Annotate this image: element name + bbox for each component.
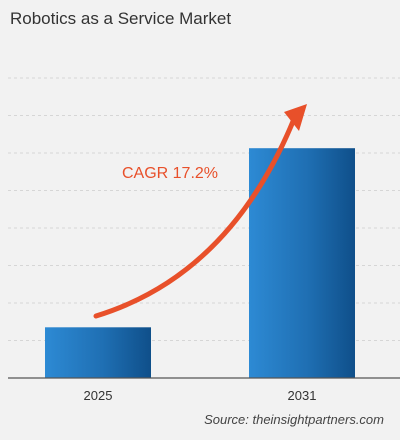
x-tick-label: 2025 <box>84 388 113 403</box>
cagr-arrow: CAGR 17.2% <box>93 104 307 319</box>
cagr-label: CAGR 17.2% <box>122 165 218 182</box>
chart-title: Robotics as a Service Market <box>10 9 232 28</box>
source-note: Source: theinsightpartners.com <box>204 412 384 427</box>
bars <box>45 148 355 378</box>
cagr-arrow-line <box>93 116 297 319</box>
x-axis: 2025 2031 <box>8 377 400 403</box>
cagr-arrow-head <box>284 104 307 131</box>
bar-2025 <box>45 327 151 378</box>
bar-2031 <box>249 148 355 378</box>
x-tick-label: 2031 <box>288 388 317 403</box>
